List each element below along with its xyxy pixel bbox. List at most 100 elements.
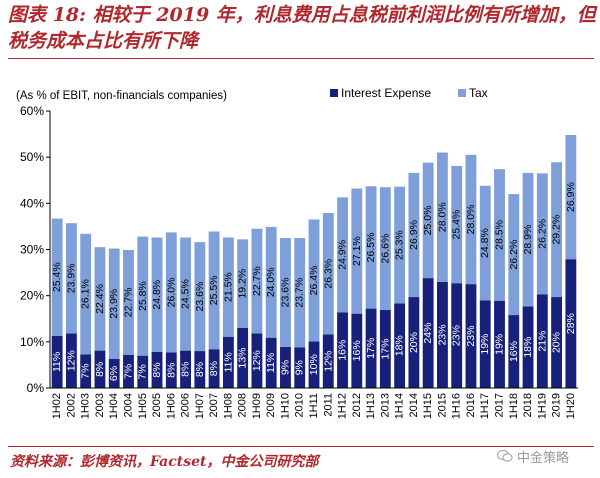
bar-tax (422, 162, 434, 279)
bar-interest-expense (51, 335, 63, 388)
bar-interest-expense (222, 336, 234, 388)
bar-tax (322, 213, 334, 335)
bar-tax (408, 172, 420, 298)
data-label-interest-expense: 16% (337, 340, 349, 361)
bar-tax (379, 187, 391, 310)
x-tick-label: 2008 (237, 393, 249, 417)
x-tick-label: 2010 (294, 393, 306, 417)
bar-interest-expense (365, 308, 377, 388)
data-label-tax: 23.6% (279, 278, 291, 308)
data-label-interest-expense: 28% (565, 313, 577, 334)
data-label-tax: 29.2% (551, 215, 563, 245)
watermark: 中金策略 (497, 445, 595, 467)
bar-interest-expense (251, 333, 263, 388)
bar-interest-expense (294, 347, 306, 388)
data-label-tax: 21.5% (222, 272, 234, 302)
bar-tax (80, 233, 92, 355)
data-label-interest-expense: 6% (108, 366, 120, 381)
data-label-tax: 24.8% (151, 280, 163, 310)
bar-tax (165, 232, 177, 353)
data-label-interest-expense: 19% (494, 334, 506, 355)
data-label-tax: 19.2% (237, 269, 249, 299)
data-label-interest-expense: 12% (251, 350, 263, 371)
data-label-interest-expense: 12% (322, 351, 334, 372)
bar-interest-expense (265, 337, 277, 388)
bar-interest-expense (194, 351, 206, 388)
data-label-tax: 23.7% (294, 278, 306, 308)
x-tick-label: 1H17 (479, 393, 491, 419)
x-tick-label: 1H16 (451, 393, 463, 419)
x-axis: 1H02 2002 1H03 2003 1H04 2004 1H05 2005 1H06 2006… (50, 387, 578, 419)
data-label-interest-expense: 7% (80, 364, 92, 379)
x-tick-label: 1H05 (137, 393, 149, 419)
bar-tax (522, 172, 534, 307)
bar-interest-expense (151, 351, 163, 388)
data-label-interest-expense: 23% (451, 325, 463, 346)
bar-tax (137, 236, 149, 356)
data-label-interest-expense: 11% (51, 352, 63, 372)
data-label-tax: 26.9% (408, 220, 420, 250)
x-tick-label: 1H09 (251, 393, 263, 419)
x-tick-label: 2013 (379, 393, 391, 417)
y-axis: 0% 10% 20% 30% 40% 50% 60% (20, 104, 51, 395)
y-tick-label: 20% (20, 289, 44, 303)
bar-interest-expense (322, 334, 334, 388)
bar-tax (208, 231, 220, 350)
bar-interest-expense (351, 313, 363, 388)
bar-tax (222, 237, 234, 337)
bar-tax (494, 169, 505, 301)
bar-interest-expense (65, 333, 77, 388)
bar-tax (280, 237, 291, 347)
bar-interest-expense (180, 350, 191, 388)
x-tick-label: 1H11 (308, 393, 320, 418)
bar-tax (194, 242, 206, 352)
bar-tax (237, 239, 249, 328)
x-tick-label: 1H02 (51, 393, 63, 419)
bar-tax (451, 165, 463, 284)
data-label-tax: 26.2% (536, 219, 548, 249)
bar-tax (437, 152, 448, 282)
bar-interest-expense (479, 300, 491, 388)
data-label-tax: 23.9% (108, 289, 120, 319)
bar-interest-expense (565, 259, 577, 388)
bar-interest-expense (337, 312, 348, 388)
data-label-tax: 23.6% (194, 282, 206, 312)
data-label-interest-expense: 21% (536, 331, 548, 352)
legend: Interest Expense Tax (330, 86, 488, 100)
x-tick-label: 1H12 (337, 393, 349, 419)
bar-tax (365, 186, 377, 309)
x-tick-label: 2012 (351, 393, 363, 417)
bar-tax (180, 237, 191, 351)
y-tick-label: 50% (20, 150, 44, 164)
bar-interest-expense (80, 354, 92, 388)
data-label-interest-expense: 19% (479, 334, 491, 355)
data-label-tax: 24.5% (180, 279, 192, 309)
data-label-tax: 26.5% (365, 233, 377, 263)
bar-tax (536, 173, 548, 295)
bar-interest-expense (508, 315, 520, 388)
data-label-interest-expense: 7% (137, 364, 149, 379)
data-label-tax: 27.1% (351, 236, 363, 266)
data-label-interest-expense: 24% (422, 323, 434, 344)
bar-tax (465, 154, 477, 285)
x-tick-label: 2004 (122, 393, 134, 417)
data-label-tax: 25.4% (51, 262, 63, 292)
bar-tax (294, 237, 306, 348)
bar-interest-expense (108, 358, 120, 388)
bar-tax (337, 197, 348, 313)
data-label-interest-expense: 17% (379, 338, 391, 359)
data-label-tax: 25.0% (422, 206, 434, 236)
data-label-tax: 24.0% (265, 267, 277, 297)
data-label-tax: 22.4% (94, 284, 106, 314)
bar-interest-expense (379, 309, 391, 388)
y-tick-label: 10% (20, 335, 44, 349)
x-tick-label: 1H10 (279, 393, 291, 419)
data-label-tax: 23.9% (65, 263, 77, 293)
wechat-icon (497, 449, 513, 462)
figure-title: 图表 18: 相较于 2019 年，利息费用占息税前利润比例有所增加，但税务成本… (8, 4, 596, 52)
bar-interest-expense (522, 306, 534, 388)
x-tick-label: 1H13 (365, 393, 377, 419)
x-tick-label: 2007 (208, 393, 220, 417)
bar-interest-expense (536, 294, 548, 388)
